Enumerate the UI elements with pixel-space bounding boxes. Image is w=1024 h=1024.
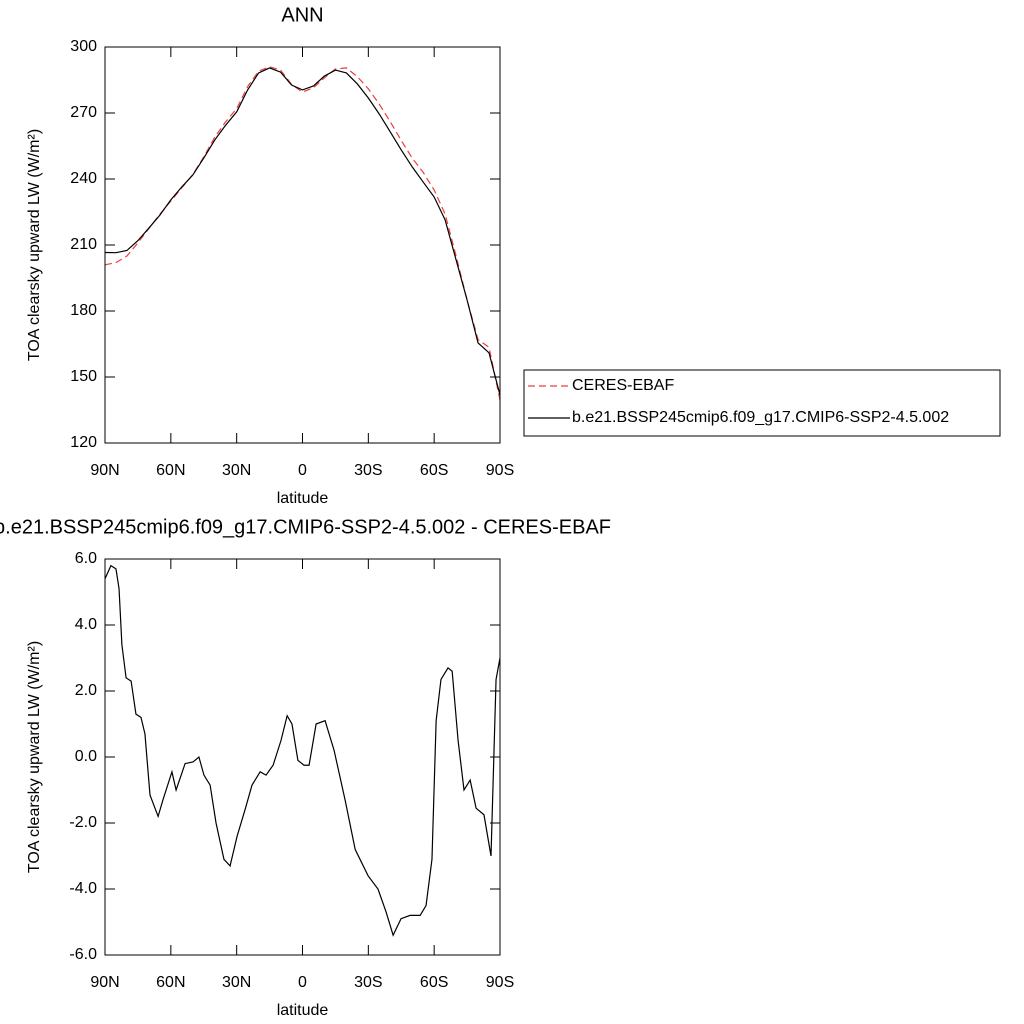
plot-frame <box>104 558 501 956</box>
chart-title: ANN <box>281 4 323 26</box>
y-tick-label: 0.0 <box>75 748 97 765</box>
y-tick-label: 240 <box>70 170 97 187</box>
plot-frame <box>104 46 501 444</box>
x-tick-label: 30S <box>354 974 382 991</box>
data-line <box>104 66 501 401</box>
x-tick-label: 30N <box>222 974 251 991</box>
x-tick-label: 60S <box>420 974 448 991</box>
legend-label: b.e21.BSSP245cmip6.f09_g17.CMIP6-SSP2-4.… <box>572 409 949 426</box>
x-tick-label: 0 <box>298 462 307 479</box>
y-tick-label: -2.0 <box>69 814 97 831</box>
legend: CERES-EBAF b.e21.BSSP245cmip6.f09_g17.CMI… <box>523 369 1001 437</box>
x-tick-label: 90S <box>486 974 514 991</box>
y-tick-label: 6.0 <box>75 550 97 567</box>
legend-box <box>523 369 1001 437</box>
y-tick-label: 4.0 <box>75 616 97 633</box>
y-tick-label: 150 <box>70 368 97 385</box>
data-line <box>104 564 501 937</box>
y-tick-label: 180 <box>70 302 97 319</box>
x-axis-label: latitude <box>277 1002 329 1019</box>
x-tick-label: 90N <box>90 974 119 991</box>
x-axis-label: latitude <box>277 490 329 507</box>
data-line <box>104 67 501 396</box>
x-tick-label: 60N <box>156 462 185 479</box>
chart-title: b.e21.BSSP245cmip6.f09_g17.CMIP6-SSP2-4.… <box>0 516 611 538</box>
x-tick-label: 0 <box>298 974 307 991</box>
x-tick-label: 90N <box>90 462 119 479</box>
y-tick-label: 300 <box>70 38 97 55</box>
y-tick-label: 2.0 <box>75 682 97 699</box>
legend-label: CERES-EBAF <box>572 377 674 394</box>
x-tick-label: 90S <box>486 462 514 479</box>
x-tick-label: 30S <box>354 462 382 479</box>
y-tick-label: -4.0 <box>69 880 97 897</box>
y-tick-label: 210 <box>70 236 97 253</box>
y-tick-label: 270 <box>70 104 97 121</box>
x-tick-label: 60S <box>420 462 448 479</box>
y-tick-label: 120 <box>70 434 97 451</box>
x-tick-label: 60N <box>156 974 185 991</box>
y-axis-label: TOA clearsky upward LW (W/m²) <box>26 641 43 873</box>
y-axis-label: TOA clearsky upward LW (W/m²) <box>26 129 43 361</box>
x-tick-label: 30N <box>222 462 251 479</box>
y-tick-label: -6.0 <box>69 946 97 963</box>
